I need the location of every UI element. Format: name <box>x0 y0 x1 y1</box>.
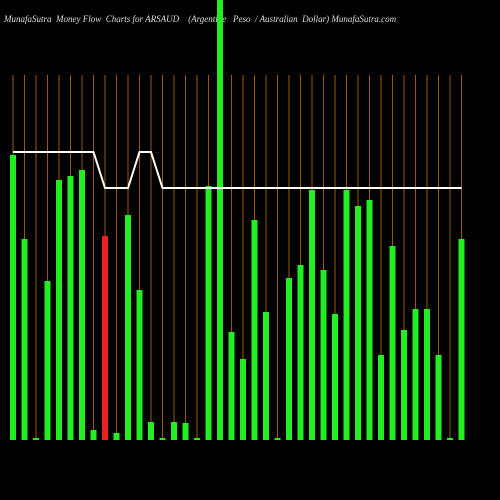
bar <box>21 239 28 440</box>
bar <box>424 309 430 440</box>
bar <box>412 309 419 440</box>
bar <box>389 246 396 440</box>
bar <box>44 281 51 440</box>
bar <box>263 312 269 440</box>
bar <box>113 433 120 440</box>
bar <box>67 176 74 440</box>
bar <box>355 206 361 440</box>
bar <box>217 0 223 440</box>
bar <box>102 236 108 440</box>
bar <box>159 438 166 440</box>
bar <box>182 423 189 440</box>
bar <box>148 422 154 440</box>
bar <box>320 270 327 440</box>
bar <box>79 170 85 440</box>
bar <box>33 438 39 440</box>
bar <box>297 265 304 440</box>
bar <box>125 215 131 440</box>
bar <box>56 180 62 440</box>
bar <box>136 290 143 440</box>
bar <box>447 438 453 440</box>
bar <box>194 438 200 440</box>
bar <box>10 155 16 440</box>
bar <box>401 330 407 440</box>
bar <box>458 239 465 440</box>
bar <box>171 422 177 440</box>
bar <box>309 190 315 440</box>
bar <box>343 190 350 440</box>
chart-title: MunafaSutra Money Flow Charts for ARSAUD… <box>3 14 397 24</box>
bar <box>366 200 373 440</box>
bar <box>332 314 338 440</box>
bar <box>251 220 258 440</box>
bar <box>228 332 235 440</box>
bar <box>286 278 292 440</box>
bar <box>240 359 246 440</box>
bar <box>435 355 442 440</box>
money-flow-line <box>13 151 462 189</box>
bar <box>274 438 281 440</box>
bar <box>378 355 384 440</box>
bar <box>90 430 97 440</box>
bar <box>205 186 212 440</box>
